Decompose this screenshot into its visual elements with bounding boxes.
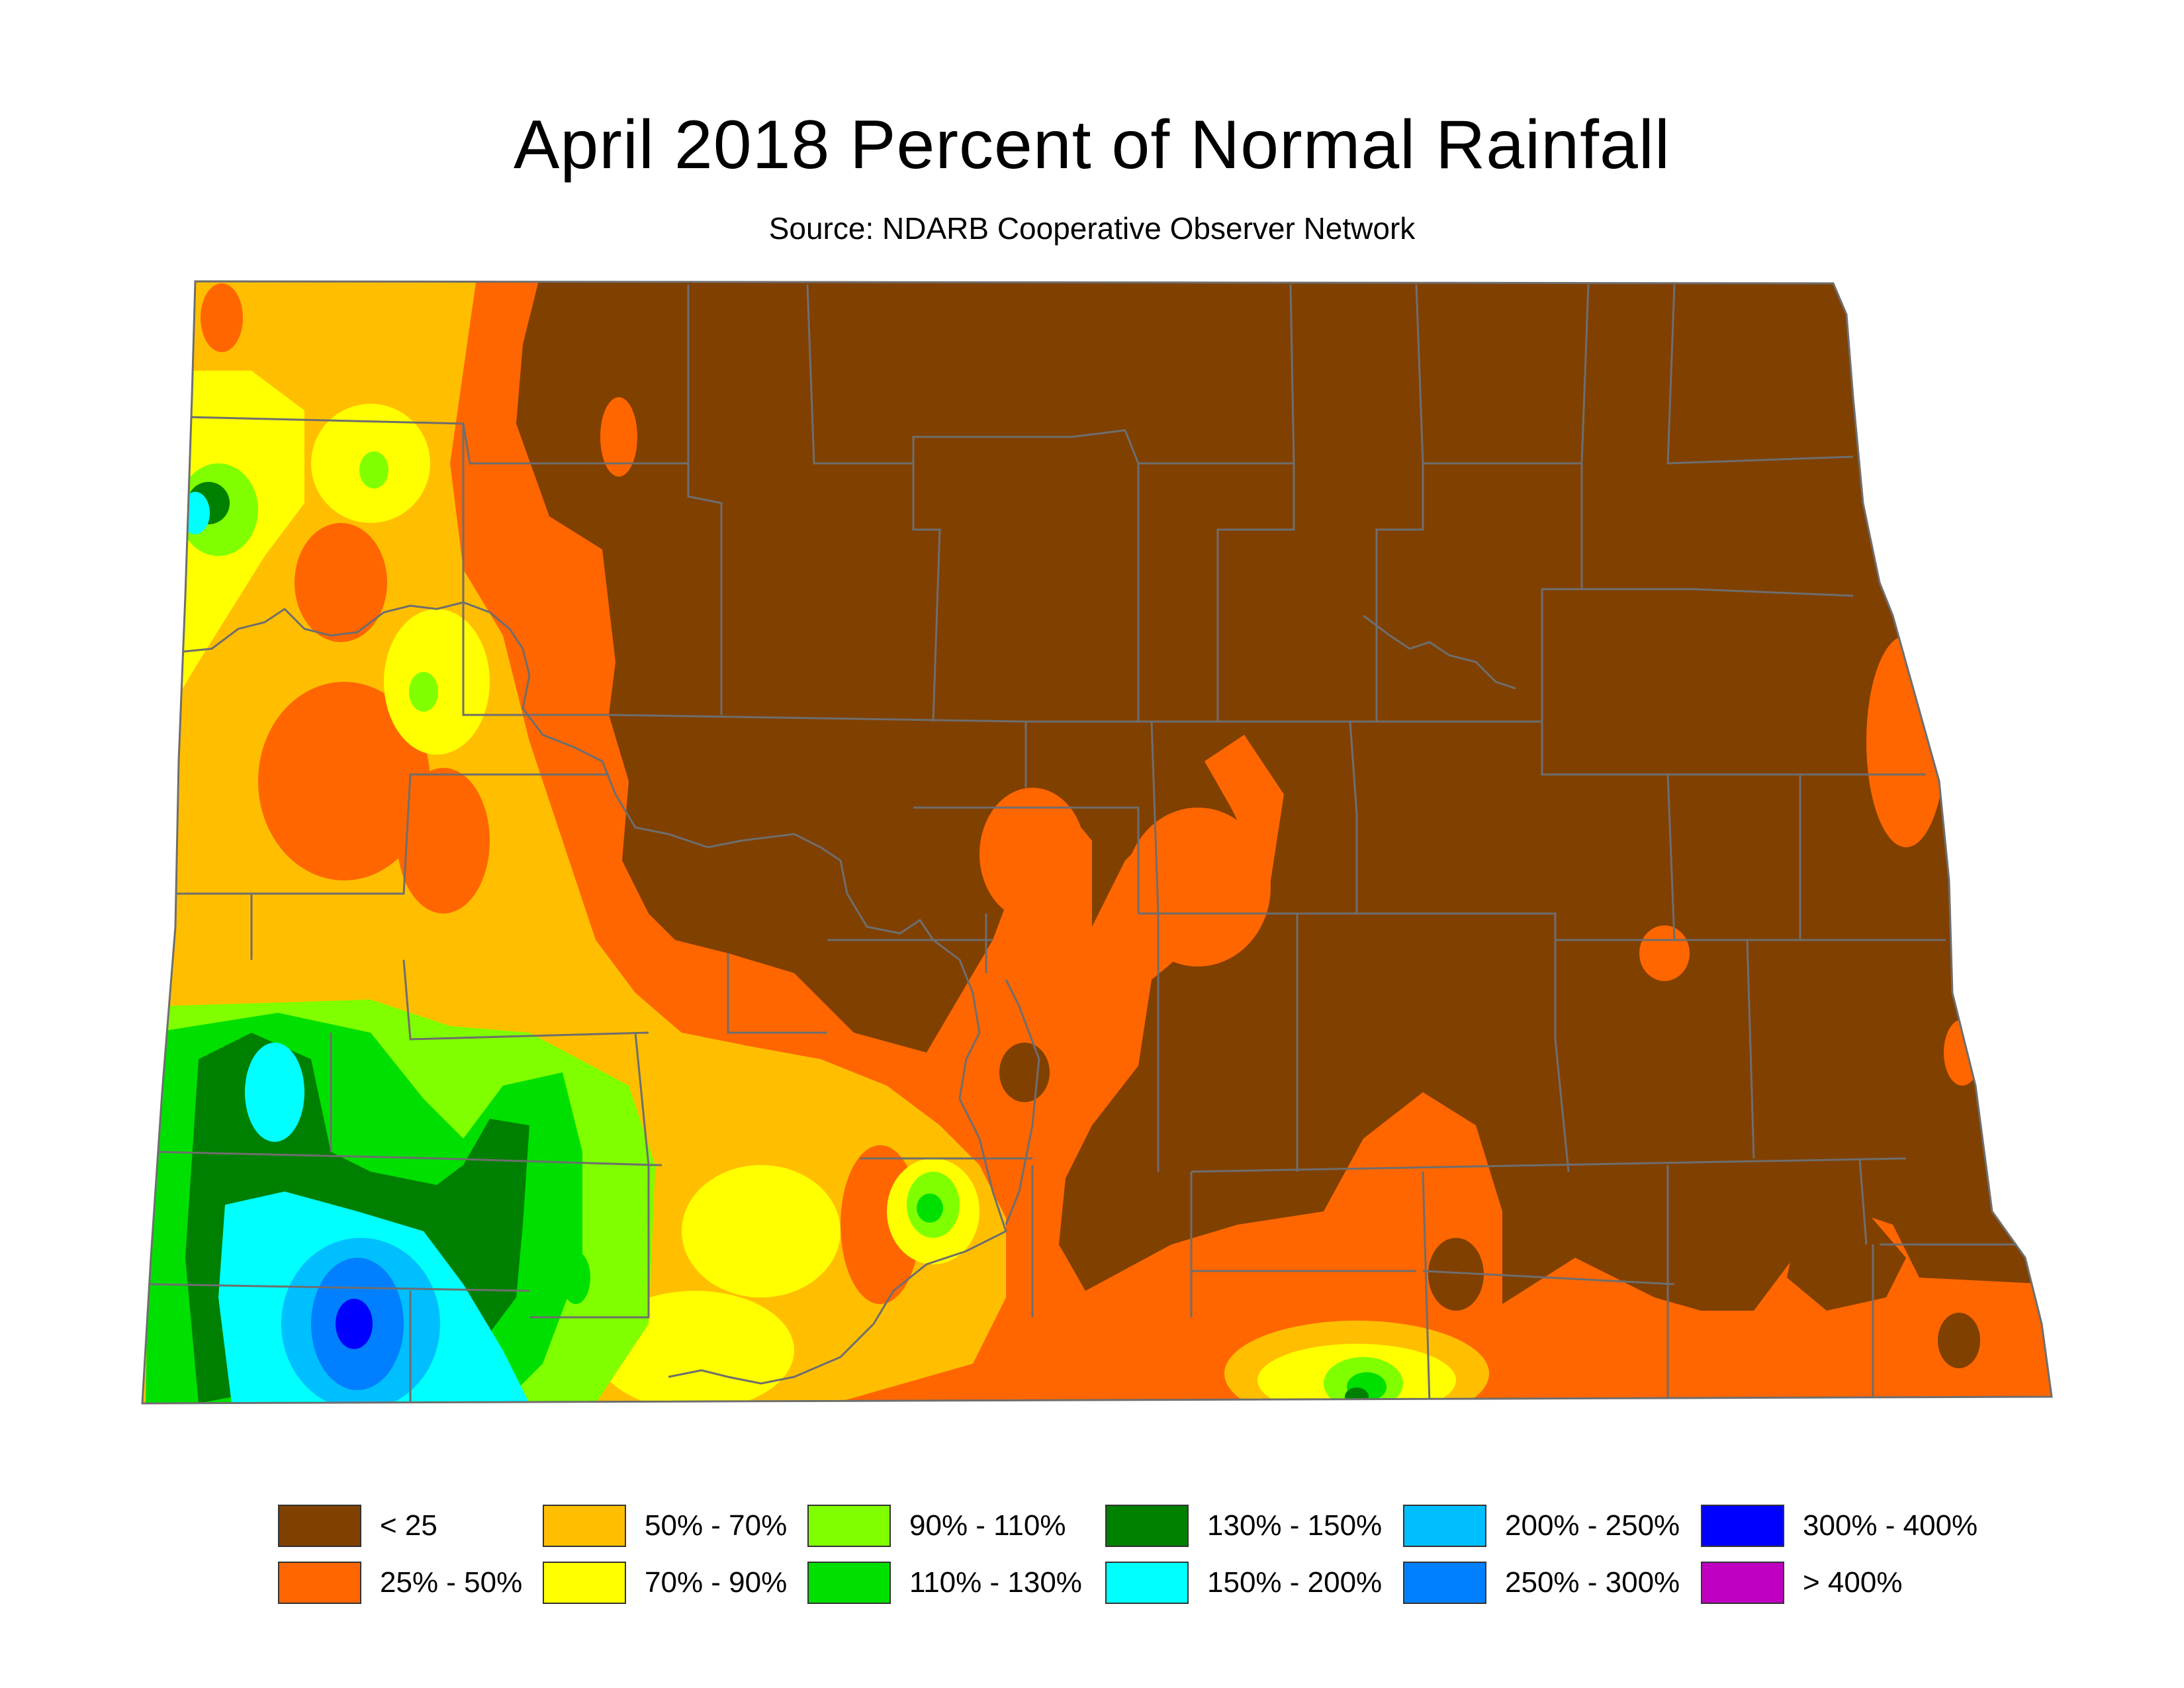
zone-25-50-wpatch1	[201, 283, 243, 352]
zone-lt25-spot3	[1938, 1313, 1980, 1368]
zone-25-50-east-bulge	[1866, 635, 1946, 847]
zone-90-110-n2	[409, 672, 438, 712]
map-title: April 2018 Percent of Normal Rainfall	[513, 107, 1671, 183]
legend-item: 250% - 300%	[1403, 1560, 1680, 1606]
zone-70-90-s	[682, 1165, 841, 1297]
legend-swatch	[278, 1505, 361, 1547]
rivers	[178, 601, 1516, 1385]
legend-item: 200% - 250%	[1403, 1503, 1680, 1549]
legend-label: 250% - 300%	[1505, 1566, 1680, 1599]
map-subtitle: Source: NDARB Cooperative Observer Netwo…	[768, 211, 1416, 246]
legend-swatch	[807, 1562, 891, 1604]
zone-lt25-spot	[999, 1043, 1050, 1102]
state-outline	[141, 280, 2053, 1405]
legend-swatch	[1701, 1505, 1784, 1547]
zone-150-200-nw	[181, 492, 210, 534]
legend-swatch	[278, 1562, 361, 1604]
zone-lt25-lobe	[1787, 1211, 1906, 1311]
zone-130-150-se	[1345, 1387, 1369, 1403]
legend-item: 70% - 90%	[543, 1560, 787, 1606]
zone-70-90-n2	[384, 609, 490, 755]
zone-25-50-spot	[1639, 925, 1690, 981]
legend-item: > 400%	[1701, 1560, 1902, 1606]
legend-item: 130% - 150%	[1105, 1503, 1382, 1549]
legend-swatch	[543, 1562, 626, 1604]
zone-25-50-center-lobe	[1125, 808, 1271, 966]
zone-90-110-n	[359, 451, 388, 489]
legend-swatch	[1105, 1562, 1189, 1604]
zone-150-200-oval	[245, 1043, 304, 1142]
legend-item: 50% - 70%	[543, 1503, 787, 1549]
legend-label: 200% - 250%	[1505, 1509, 1680, 1542]
legend-label: < 25	[380, 1509, 437, 1542]
legend-label: 50% - 70%	[645, 1509, 788, 1542]
legend-item: 300% - 400%	[1701, 1503, 1978, 1549]
legend-swatch	[1701, 1562, 1784, 1604]
legend-swatch	[1403, 1505, 1486, 1547]
zone-lt25-spot2	[1428, 1238, 1484, 1311]
legend: < 25 25% - 50% 50% - 70% 70% - 90% 90% - 110…	[278, 1503, 1999, 1635]
county-boundaries	[148, 284, 2019, 1403]
legend-swatch	[1105, 1505, 1189, 1547]
legend-label: 25% - 50%	[380, 1566, 523, 1599]
legend-swatch	[543, 1505, 626, 1547]
legend-label: 70% - 90%	[645, 1566, 788, 1599]
zone-25-50-center-lobe2	[979, 788, 1085, 920]
zone-110-130-spot	[561, 1251, 590, 1304]
zone-25-50-wpatch2	[295, 523, 387, 642]
zone-300-400	[336, 1299, 373, 1349]
legend-item: 150% - 200%	[1105, 1560, 1382, 1606]
legend-label: 150% - 200%	[1207, 1566, 1383, 1599]
legend-label: 130% - 150%	[1207, 1509, 1383, 1542]
rainfall-fields	[142, 281, 2052, 1403]
zone-25-50-north	[600, 397, 637, 477]
legend-label: 110% - 130%	[909, 1566, 1082, 1599]
legend-item: 25% - 50%	[278, 1560, 522, 1606]
legend-swatch	[807, 1505, 891, 1547]
legend-label: > 400%	[1803, 1566, 1903, 1599]
legend-item: 110% - 130%	[807, 1560, 1082, 1606]
legend-item: < 25	[278, 1503, 437, 1549]
zone-110-130-ctr	[917, 1194, 943, 1223]
legend-item: 90% - 110%	[807, 1503, 1066, 1549]
legend-swatch	[1403, 1562, 1486, 1604]
legend-label: 90% - 110%	[909, 1509, 1066, 1542]
zone-25-50-wpatch4	[397, 768, 490, 914]
zone-25-50-wpatch3	[258, 682, 430, 880]
legend-label: 300% - 400%	[1803, 1509, 1978, 1542]
